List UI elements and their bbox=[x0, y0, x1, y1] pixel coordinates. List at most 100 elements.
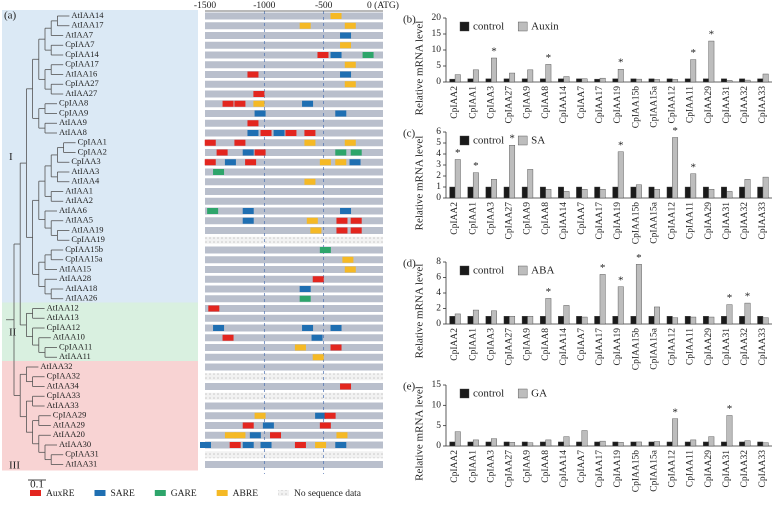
legend-swatch bbox=[459, 21, 470, 32]
promoter-row bbox=[205, 353, 383, 361]
motif bbox=[350, 149, 362, 156]
motif bbox=[324, 412, 336, 419]
x-tick-label: CpIAA27 bbox=[505, 450, 515, 488]
motif bbox=[204, 139, 216, 146]
significance-mark: * bbox=[727, 403, 733, 415]
motif bbox=[216, 149, 228, 156]
motif bbox=[249, 432, 261, 439]
x-tick-label: CpIAA17 bbox=[595, 202, 605, 240]
bar bbox=[757, 316, 764, 325]
bar bbox=[684, 441, 691, 447]
x-tick-label: CpIAA9 bbox=[523, 202, 533, 235]
leaf-label: AtIAA29 bbox=[53, 419, 85, 429]
y-tick-label: 6 bbox=[436, 127, 441, 137]
motif bbox=[344, 61, 356, 68]
motif bbox=[213, 169, 225, 175]
x-tick-label: CpIAA9 bbox=[523, 86, 533, 119]
x-tick-label: CpIAA2 bbox=[450, 450, 460, 483]
y-tick-label: 6 bbox=[436, 273, 441, 283]
x-tick-label: CpIAA9 bbox=[523, 328, 533, 361]
promoter-row bbox=[205, 441, 383, 449]
promoter-row bbox=[205, 344, 383, 351]
motif bbox=[312, 354, 324, 361]
bar bbox=[702, 186, 709, 199]
legend-label: ABRE bbox=[233, 489, 259, 499]
bar bbox=[454, 431, 461, 447]
bar bbox=[576, 316, 583, 325]
bar bbox=[690, 59, 697, 83]
legend-swatch bbox=[94, 490, 106, 496]
promoter-row bbox=[205, 168, 383, 176]
motif bbox=[273, 130, 285, 136]
motif bbox=[335, 110, 347, 117]
bar bbox=[635, 441, 642, 447]
legend-label: SA bbox=[531, 135, 545, 147]
clade-background bbox=[2, 302, 198, 364]
legend-label: AuxRE bbox=[46, 489, 75, 499]
significance-mark: * bbox=[618, 139, 624, 151]
bar bbox=[762, 176, 769, 199]
x-tick-label: CpIAA1 bbox=[468, 202, 478, 235]
x-tick-label: CpIAA33 bbox=[758, 86, 768, 124]
bar bbox=[726, 191, 733, 199]
bar bbox=[599, 274, 606, 325]
bar bbox=[762, 73, 769, 83]
motif bbox=[229, 442, 241, 448]
bar bbox=[690, 173, 697, 199]
legend-swatch bbox=[278, 490, 290, 496]
bar bbox=[491, 179, 497, 199]
promoter-row bbox=[205, 412, 383, 420]
x-tick-label: CpIAA17 bbox=[595, 450, 605, 488]
bar bbox=[744, 440, 751, 447]
y-tick-label: 0 bbox=[436, 319, 441, 329]
leaf-label: CpIAA14 bbox=[65, 49, 99, 59]
motif bbox=[207, 208, 219, 214]
x-tick-label: CpIAA1 bbox=[468, 328, 478, 361]
motif bbox=[350, 217, 362, 224]
y-tick-label: 15 bbox=[432, 380, 442, 390]
significance-mark: * bbox=[745, 291, 751, 303]
bar bbox=[509, 316, 516, 325]
motif bbox=[330, 344, 342, 351]
bar bbox=[648, 78, 655, 83]
promoter-row bbox=[205, 100, 383, 108]
x-tick-label: CpIAA7 bbox=[577, 328, 587, 361]
x-tick-label: CpIAA31 bbox=[722, 86, 732, 124]
significance-mark: * bbox=[618, 57, 624, 69]
bar bbox=[757, 78, 764, 83]
x-tick-label: CpIAA31 bbox=[722, 202, 732, 240]
motif bbox=[315, 442, 327, 448]
leaf-label: CpIAA19 bbox=[71, 234, 105, 244]
motif bbox=[254, 149, 266, 156]
y-tick-label: 2 bbox=[436, 304, 441, 314]
bar bbox=[721, 316, 727, 325]
bar bbox=[454, 159, 461, 199]
motif bbox=[200, 442, 211, 448]
x-tick-label: CpIAA7 bbox=[577, 86, 587, 119]
motif bbox=[349, 159, 361, 166]
x-tick-label: CpIAA19 bbox=[613, 86, 623, 124]
promoter-row bbox=[205, 158, 383, 166]
bar bbox=[702, 78, 709, 83]
x-tick-label: CpIAA11 bbox=[686, 450, 696, 487]
bar bbox=[503, 316, 510, 325]
bar bbox=[563, 76, 570, 83]
bar bbox=[672, 137, 679, 199]
motif bbox=[340, 208, 352, 214]
bar bbox=[491, 57, 497, 83]
bar bbox=[702, 441, 709, 447]
motif bbox=[247, 130, 259, 136]
bar bbox=[672, 418, 679, 447]
x-tick-label: CpIAA12 bbox=[668, 202, 678, 240]
bar bbox=[702, 316, 709, 325]
legend-swatch bbox=[216, 490, 228, 496]
bar bbox=[485, 316, 492, 325]
motif bbox=[312, 276, 324, 283]
motif bbox=[319, 422, 331, 429]
x-tick-label: CpIAA31 bbox=[722, 328, 732, 366]
leaf-label: CpIAA33 bbox=[47, 390, 81, 400]
bar bbox=[721, 78, 727, 83]
bar bbox=[599, 188, 606, 199]
bar bbox=[558, 316, 564, 325]
